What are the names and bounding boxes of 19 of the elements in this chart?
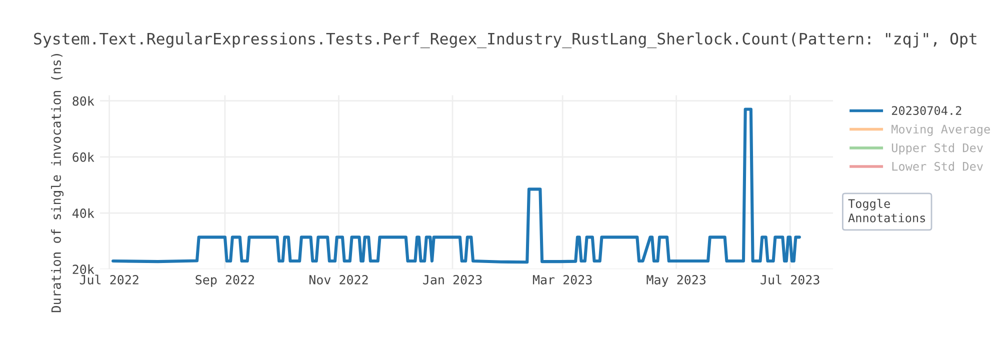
x-tick-label: Jan 2023 <box>423 274 482 284</box>
y-tick-label: 20k <box>72 264 94 274</box>
x-tick-label: Mar 2023 <box>532 274 592 284</box>
x-tick-label: May 2023 <box>646 274 706 287</box>
legend-label: Upper Std Dev <box>892 143 983 155</box>
y-tick-label: 80k <box>72 96 94 106</box>
y-tick-label: 40k <box>72 208 94 218</box>
chart-title: System.Text.RegularExpressions.Tests.Perf_Regex_Industry_RustLang_Sherlock.Count(Pattern: "zqj", Opt <box>34 32 976 48</box>
line-series <box>112 108 801 264</box>
y-tick-label: 60k <box>72 152 94 162</box>
x-tick-label: Jul 2023 <box>760 274 820 284</box>
x-tick-label: Sep 2022 <box>196 274 254 287</box>
legend-label: 20230704.2 <box>892 106 962 116</box>
y-axis-title: Duration of single invocation (ns) <box>51 54 64 312</box>
x-tick-label: Jul 2022 <box>80 274 138 284</box>
legend-label: Lower Std Dev <box>892 162 983 171</box>
text: Toggle Annotations <box>848 198 926 222</box>
x-tick-label: Nov 2022 <box>309 274 368 284</box>
legend-label: Moving Average <box>892 124 990 136</box>
